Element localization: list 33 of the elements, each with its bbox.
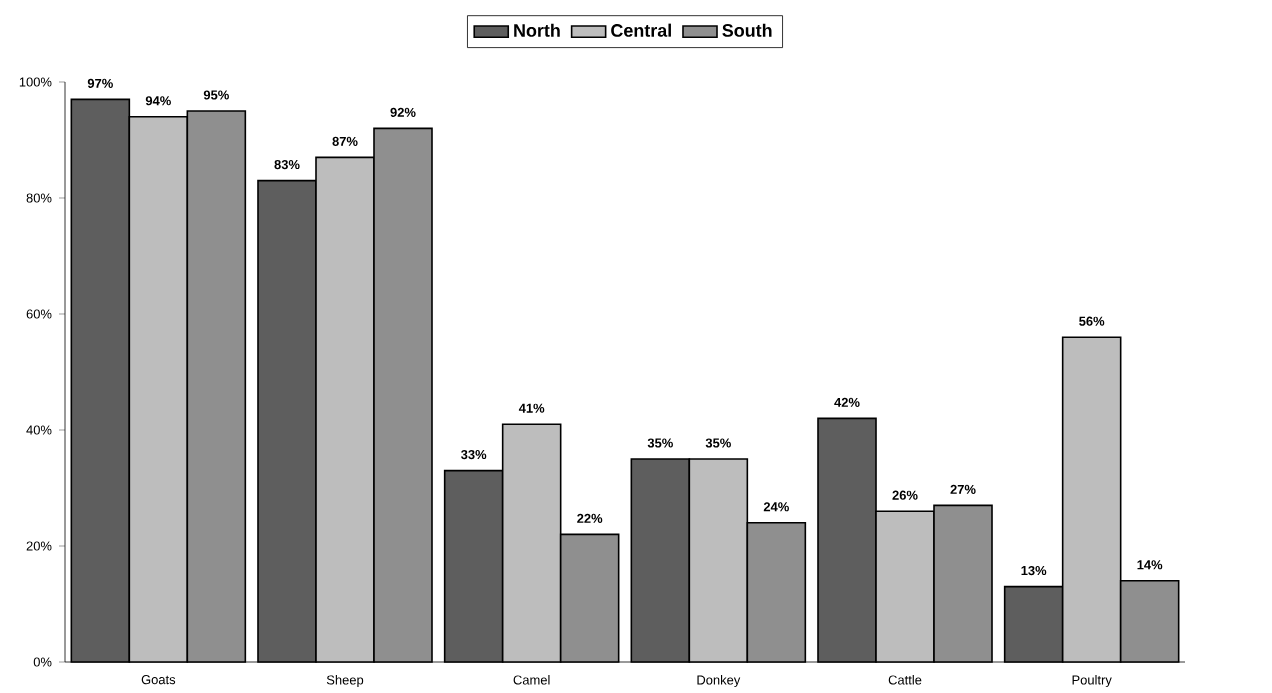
y-tick-label: 80%: [26, 193, 52, 203]
x-tick-label: Donkey: [697, 675, 741, 688]
data-label: 22%: [577, 513, 603, 523]
data-label: 41%: [518, 403, 545, 413]
data-label: 97%: [87, 78, 113, 88]
data-label: 87%: [332, 136, 358, 146]
x-tick-label: Camel: [513, 675, 550, 685]
data-label: 27%: [950, 484, 976, 494]
y-tick-label: 60%: [26, 309, 52, 319]
data-label: 13%: [1021, 565, 1047, 576]
data-label: 14%: [1137, 560, 1163, 570]
y-tick-label: 40%: [26, 425, 52, 435]
data-label: 24%: [763, 502, 789, 512]
data-label: 35%: [705, 438, 731, 448]
data-label: 33%: [461, 449, 487, 460]
data-label: 92%: [390, 107, 416, 117]
data-label: 95%: [203, 90, 229, 100]
x-tick-label: Sheep: [326, 675, 364, 688]
legend-label: Central: [611, 23, 671, 37]
data-label: 35%: [647, 438, 673, 448]
data-label: 94%: [145, 96, 171, 106]
data-label: 42%: [834, 397, 860, 407]
data-label: 26%: [892, 490, 918, 500]
data-label: 56%: [1079, 316, 1105, 326]
legend-label: North: [514, 23, 560, 37]
y-tick-label: 100%: [19, 77, 52, 87]
y-tick-label: 20%: [26, 541, 52, 551]
x-tick-label: Goats: [141, 675, 176, 685]
x-tick-label: Poultry: [1072, 675, 1112, 688]
y-tick-label: 0%: [33, 657, 52, 667]
legend-label: South: [722, 23, 772, 37]
data-label: 83%: [274, 159, 300, 170]
x-tick-label: Cattle: [888, 675, 922, 685]
